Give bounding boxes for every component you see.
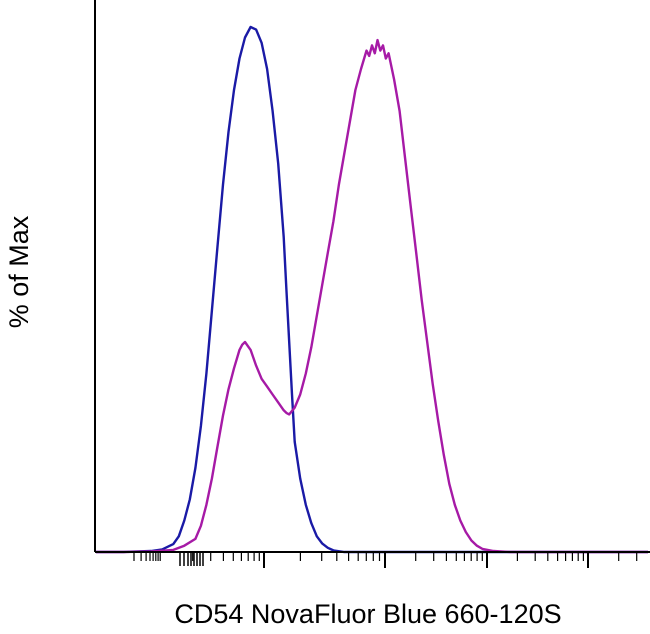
x-axis-title: CD54 NovaFluor Blue 660-120S [174, 599, 561, 629]
histogram-series-1 [96, 25, 648, 554]
x-axis-ticks [133, 553, 638, 568]
plot-area [96, 25, 648, 554]
y-axis-title: % of Max [4, 215, 34, 328]
histogram-series-2 [96, 38, 648, 554]
